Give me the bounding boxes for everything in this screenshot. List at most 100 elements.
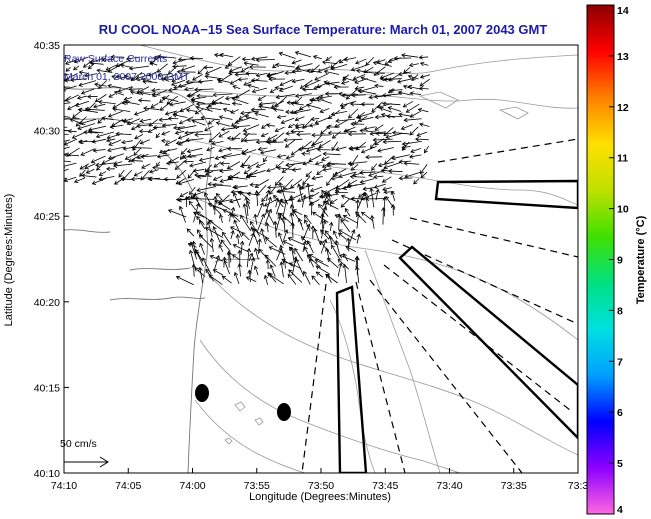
current-vector-head bbox=[232, 184, 237, 190]
current-vector bbox=[72, 111, 81, 118]
current-vector bbox=[79, 71, 88, 74]
current-vector-head bbox=[333, 84, 338, 90]
current-vector-head bbox=[188, 200, 193, 206]
current-vector bbox=[232, 254, 240, 261]
current-vector-head bbox=[373, 94, 379, 99]
current-vector-head bbox=[222, 209, 228, 214]
current-vector-head bbox=[268, 246, 274, 251]
current-vector-head bbox=[239, 191, 244, 196]
current-vector-head bbox=[297, 183, 302, 188]
current-vector bbox=[118, 169, 125, 178]
current-vector bbox=[371, 101, 383, 113]
current-vector-head bbox=[381, 207, 386, 212]
current-vector-head bbox=[118, 173, 123, 178]
current-vector-head bbox=[253, 247, 259, 253]
current-vector-head bbox=[278, 51, 284, 57]
current-vector bbox=[246, 248, 250, 268]
current-vector bbox=[370, 188, 375, 208]
current-vector-head bbox=[161, 96, 166, 101]
current-vector bbox=[79, 163, 89, 170]
current-vector-head bbox=[175, 140, 181, 146]
current-vector bbox=[326, 56, 332, 61]
x-axis: 74:10 74:05 74:00 73:55 73:50 73:45 73:40 73:35… bbox=[51, 468, 588, 492]
current-vector-head bbox=[369, 131, 374, 136]
current-vector-head bbox=[198, 266, 203, 272]
current-vector bbox=[365, 192, 369, 208]
current-vector-head bbox=[218, 244, 223, 249]
current-vector bbox=[275, 199, 282, 214]
current-vector bbox=[316, 170, 323, 175]
current-vector bbox=[90, 62, 104, 65]
current-vector bbox=[279, 79, 294, 86]
current-vector-head bbox=[325, 124, 331, 130]
current-vector bbox=[403, 66, 411, 74]
current-vector bbox=[384, 155, 395, 165]
current-vector bbox=[165, 139, 177, 146]
current-vector-head bbox=[302, 194, 307, 199]
current-vector-head bbox=[194, 132, 199, 137]
current-vector-head bbox=[308, 123, 314, 128]
current-vector bbox=[131, 147, 152, 149]
current-vector-head bbox=[123, 96, 129, 101]
current-vector bbox=[331, 245, 340, 260]
current-vector-head bbox=[87, 127, 93, 132]
current-vector bbox=[150, 102, 159, 108]
current-vector bbox=[175, 161, 185, 170]
current-vector bbox=[283, 216, 286, 232]
current-vector bbox=[416, 131, 428, 137]
current-vector-head bbox=[185, 108, 191, 113]
current-vector bbox=[84, 163, 96, 169]
current-vector bbox=[419, 78, 430, 87]
current-vector bbox=[189, 161, 207, 167]
current-vector-head bbox=[311, 132, 316, 138]
current-vector bbox=[329, 222, 333, 231]
current-vector-head bbox=[354, 86, 359, 91]
current-vector bbox=[206, 146, 215, 151]
current-vector bbox=[272, 132, 285, 143]
current-vector bbox=[356, 213, 359, 229]
current-vector-head bbox=[276, 153, 282, 159]
current-vector bbox=[64, 95, 71, 102]
current-vector-head bbox=[84, 165, 89, 170]
current-vector bbox=[356, 266, 360, 284]
current-vector bbox=[278, 190, 296, 193]
current-vector-head bbox=[87, 64, 93, 70]
current-vector-head bbox=[95, 162, 100, 168]
current-vector bbox=[126, 56, 140, 60]
current-vector bbox=[246, 276, 257, 283]
current-vector-head bbox=[289, 204, 295, 209]
current-vector-head bbox=[312, 54, 318, 60]
current-vector-head bbox=[194, 248, 199, 254]
current-vector bbox=[111, 56, 125, 58]
current-vector-head bbox=[276, 189, 281, 194]
current-vector-head bbox=[305, 172, 310, 178]
current-vector bbox=[95, 94, 107, 103]
current-vector-head bbox=[267, 196, 272, 201]
current-vector-head bbox=[188, 249, 194, 255]
current-vector bbox=[72, 131, 87, 139]
current-vector bbox=[64, 73, 78, 81]
current-vector bbox=[213, 269, 224, 276]
current-vector bbox=[275, 64, 295, 68]
current-vector-head bbox=[149, 60, 154, 65]
current-vector bbox=[282, 200, 287, 217]
current-vector-head bbox=[182, 154, 187, 160]
current-vector-head bbox=[251, 88, 257, 94]
current-vector-head bbox=[143, 106, 148, 111]
current-vector bbox=[355, 58, 367, 64]
current-vector-head bbox=[205, 168, 211, 174]
x-tick-label: 73:35 bbox=[501, 480, 527, 492]
current-vector bbox=[302, 160, 312, 165]
current-vector-head bbox=[121, 139, 126, 145]
current-vector-head bbox=[215, 121, 221, 126]
current-vector bbox=[248, 170, 266, 176]
current-vector-head bbox=[222, 256, 227, 261]
current-vector-head bbox=[227, 146, 232, 152]
current-vector bbox=[402, 140, 422, 145]
current-vector bbox=[186, 138, 204, 141]
current-vector-head bbox=[185, 79, 190, 85]
annotation-line-2: March 01, 2007 2000 GMT bbox=[64, 71, 190, 83]
current-vector-head bbox=[282, 185, 288, 190]
current-vector bbox=[306, 104, 321, 109]
current-vector bbox=[270, 88, 277, 93]
